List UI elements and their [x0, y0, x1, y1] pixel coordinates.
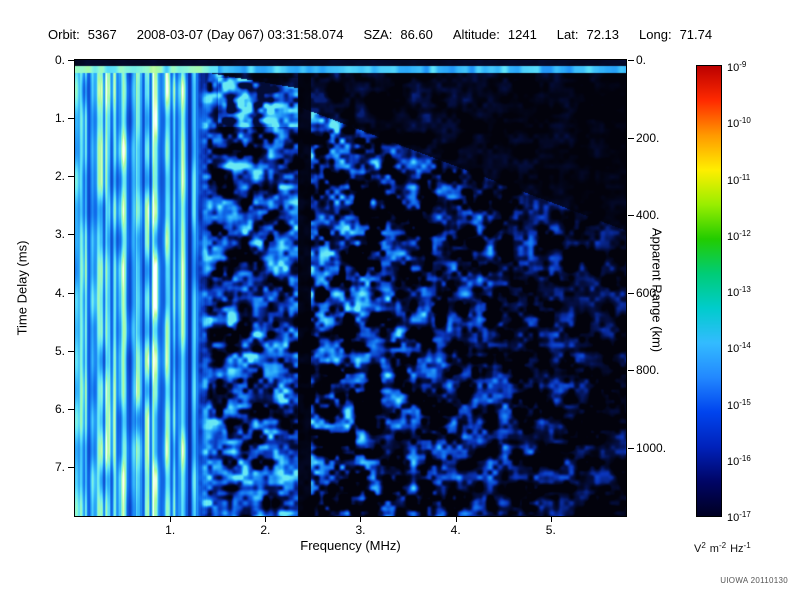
y-axis-left-title: Time Delay (ms) [14, 240, 30, 336]
x-axis-tick [455, 517, 457, 522]
header-segment-value: 2008-03-07 (Day 067) 03:31:58.074 [136, 27, 344, 42]
y-right-tick-label: 0. [636, 53, 647, 67]
y-right-tick-label: 800. [636, 363, 660, 378]
header-segment: SZA: 86.60 [363, 27, 432, 42]
header-segment-label: Lat: [556, 27, 579, 42]
spectrogram-canvas [75, 60, 626, 516]
x-tick-label: 5. [545, 523, 556, 537]
y-right-tick-label: 600. [636, 285, 660, 300]
y-axis-right-tick [628, 292, 634, 294]
header-segment-value: 1241 [507, 27, 537, 42]
header-segment-label: Altitude: [452, 27, 500, 42]
colorbar-tick-label: 10-13 [727, 285, 751, 299]
y-left-tick-label: 1. [54, 111, 65, 126]
colorbar-tick-label: 10-11 [727, 172, 751, 187]
x-axis-tick [170, 517, 172, 522]
y-right-tick-label: 200. [636, 130, 660, 145]
colorbar-tick-label: 10-17 [727, 510, 751, 524]
header-segment-label: Long: [639, 27, 672, 42]
x-axis-title: Frequency (MHz) [300, 538, 401, 553]
y-axis-right-tick [628, 370, 634, 372]
y-left-tick-label: 7. [54, 460, 65, 475]
y-axis-right-tick [628, 215, 634, 217]
y-axis-left-tick [68, 350, 74, 352]
colorbar-tick-label: 10-10 [727, 116, 751, 131]
header-line: Orbit: 5367 2008-03-07 (Day 067) 03:31:58.… [48, 27, 712, 42]
x-tick-label: 1. [165, 523, 176, 537]
header-segment-value: 86.60 [400, 27, 433, 42]
x-axis-tick [360, 517, 362, 522]
plot-frame [74, 59, 627, 517]
y-axis-right-tick [628, 137, 634, 139]
x-axis-tick [265, 517, 267, 522]
x-tick-label: 2. [260, 523, 271, 537]
header-segment-value: 72.13 [586, 27, 620, 42]
colorbar-units: V2 m-2 Hz-1 [694, 541, 751, 555]
x-tick-label: 3. [355, 523, 366, 537]
colorbar-tick-label: 10-16 [727, 453, 751, 468]
colorbar-tick-label: 10-9 [727, 60, 747, 74]
header-segment-value: 5367 [87, 27, 117, 42]
y-axis-left-tick [68, 234, 74, 236]
header-segment: 2008-03-07 (Day 067) 03:31:58.074 [137, 27, 344, 42]
y-left-tick-label: 0. [54, 53, 65, 67]
credit-text: UIOWA 20110130 [720, 576, 788, 585]
header-segment: Lat: 72.13 [557, 27, 619, 42]
x-tick-label: 4. [450, 523, 461, 537]
y-left-tick-label: 4. [54, 285, 65, 300]
header-segment-label: SZA: [363, 27, 393, 42]
y-left-tick-label: 3. [54, 227, 65, 242]
header-segment-value: 71.74 [679, 27, 713, 42]
y-left-tick-label: 6. [54, 401, 65, 416]
header-segment: Orbit: 5367 [48, 27, 117, 42]
header-segment-label: Orbit: [48, 27, 80, 42]
header-segment: Altitude: 1241 [453, 27, 537, 42]
y-axis-left-tick [68, 176, 74, 178]
colorbar-tick-label: 10-12 [727, 228, 751, 243]
colorbar-tick-label: 10-14 [727, 341, 751, 356]
y-axis-left-tick [68, 408, 74, 410]
y-left-tick-label: 5. [54, 343, 65, 358]
y-axis-right-tick [628, 60, 634, 61]
y-axis-left-tick [68, 60, 74, 61]
header-segment: Long: 71.74 [639, 27, 712, 42]
y-right-tick-label: 1000. [636, 440, 667, 455]
y-axis-right-tick [628, 447, 634, 449]
colorbar-tick-label: 10-15 [727, 397, 751, 412]
y-left-tick-label: 2. [54, 169, 65, 184]
colorbar [696, 65, 722, 517]
y-axis-left-tick [68, 292, 74, 294]
x-axis-tick [550, 517, 552, 522]
y-axis-left-tick [68, 118, 74, 120]
y-axis-left-tick [68, 467, 74, 469]
y-right-tick-label: 400. [636, 208, 660, 223]
